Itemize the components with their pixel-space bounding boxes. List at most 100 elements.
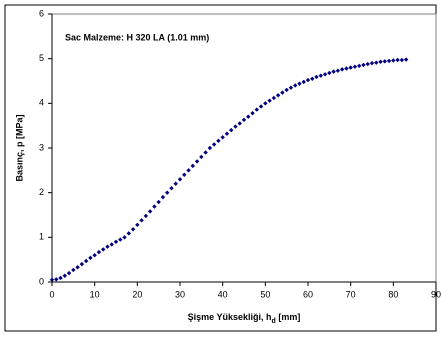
data-point [275,93,281,98]
data-point [152,204,157,209]
x-axis-title-main: Şişme Yüksekliği, h [188,312,272,322]
data-point [386,58,392,64]
data-point [199,154,204,160]
data-point [177,177,183,182]
y-tick-label: 6 [39,8,44,18]
data-point [403,57,409,62]
y-tick-label: 4 [39,98,44,108]
data-point [130,227,136,232]
data-point [361,62,366,68]
data-point [122,235,127,240]
data-point [62,273,67,278]
data-point [96,249,102,255]
data-point [113,239,119,244]
x-tick-label: 80 [388,289,398,299]
data-point [263,101,268,106]
x-tick-label: 70 [346,289,356,299]
data-point [352,64,358,69]
data-point [288,85,294,90]
data-point [322,72,328,77]
data-point [79,261,85,267]
data-point [49,277,55,282]
data-point [241,117,247,123]
data-point [203,150,208,155]
x-axis-title-unit: [mm] [276,312,301,322]
data-point [83,258,89,264]
data-point [335,68,341,73]
data-point [250,110,255,116]
data-point [182,172,187,177]
data-point [186,168,191,173]
x-tick-label: 50 [260,289,270,299]
x-axis-title: Şişme Yüksekliği, hd [mm] [188,312,301,325]
data-point [318,73,323,78]
y-axis-title: Basınç, p [MPa] [14,114,24,181]
plot-area [51,13,437,283]
data-point [135,222,140,228]
data-point [220,135,225,140]
data-point [207,145,213,151]
data-point [293,83,298,88]
data-point [169,186,174,191]
data-point [75,265,80,270]
data-point [147,209,153,214]
data-point [310,76,315,81]
y-tick-label: 1 [39,232,44,242]
data-point [71,267,76,273]
data-point [109,242,114,247]
x-tick-label: 20 [132,289,142,299]
data-point [267,98,272,103]
data-point [88,255,93,261]
data-point [254,107,259,112]
annotation: Sac Malzeme: H 320 LA (1.01 mm) [65,32,209,42]
x-tick-label: 90 [431,289,441,299]
data-point [399,57,405,63]
x-axis-title-subscript: d [272,318,276,325]
data-point [374,60,379,65]
data-point [395,57,400,63]
data-point [165,190,170,195]
data-point [211,142,217,147]
data-point [229,127,234,133]
data-point [160,194,166,200]
data-point [280,90,285,95]
data-point [101,247,106,252]
data-point [246,114,251,119]
data-point [378,59,383,64]
data-point [348,65,353,70]
x-tick-label: 0 [49,289,54,299]
data-point [224,131,230,136]
data-point [258,104,264,109]
data-point [190,163,195,169]
data-point [314,74,319,80]
data-point [301,79,306,85]
data-point [369,60,375,66]
x-tick-label: 40 [218,289,228,299]
data-point [339,67,345,72]
data-point [365,61,370,67]
data-point [54,277,59,282]
data-point [58,275,63,281]
data-point [331,69,336,74]
data-point [92,253,97,258]
y-tick-label: 2 [39,187,44,197]
x-tick-label: 30 [175,289,185,299]
data-point [139,218,144,223]
data-point [118,237,123,242]
data-point [156,199,161,205]
data-point [271,95,277,101]
data-point [297,81,302,86]
data-point [327,70,332,76]
data-point [305,77,311,83]
data-point [382,59,387,64]
y-tick-label: 5 [39,53,44,63]
data-point [233,124,238,129]
x-tick-label: 60 [303,289,313,299]
data-point [105,244,110,249]
data-point [284,87,289,93]
data-point [66,270,72,276]
data-point [237,121,242,126]
y-tick-label: 0 [39,276,44,286]
y-tick-label: 3 [39,142,44,152]
